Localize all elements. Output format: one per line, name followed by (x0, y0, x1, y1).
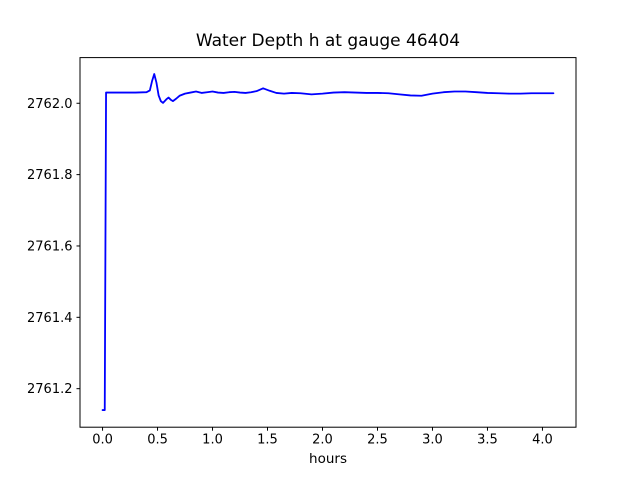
chart-title: Water Depth h at gauge 46404 (195, 31, 461, 51)
data-line-water-depth-h (101, 73, 555, 411)
x-tick-label: 4.0 (532, 433, 553, 448)
x-axis-label: hours (309, 451, 347, 467)
y-tick-label: 2761.8 (27, 168, 73, 183)
x-tick-label: 2.0 (312, 433, 333, 448)
x-tick-label: 1.0 (202, 433, 223, 448)
x-tick-label: 0.5 (147, 433, 168, 448)
y-tick-label: 2761.6 (27, 239, 73, 254)
x-tick-label: 0.0 (92, 433, 113, 448)
x-tick-label: 3.5 (477, 433, 498, 448)
x-tick-label: 2.5 (367, 433, 388, 448)
y-tick-label: 2762.0 (27, 97, 73, 112)
axes-frame (79, 57, 577, 428)
x-tick-label: 3.0 (422, 433, 443, 448)
y-tick-label: 2761.4 (27, 311, 73, 326)
y-tick-label: 2761.2 (27, 382, 73, 397)
x-tick-label: 1.5 (257, 433, 278, 448)
